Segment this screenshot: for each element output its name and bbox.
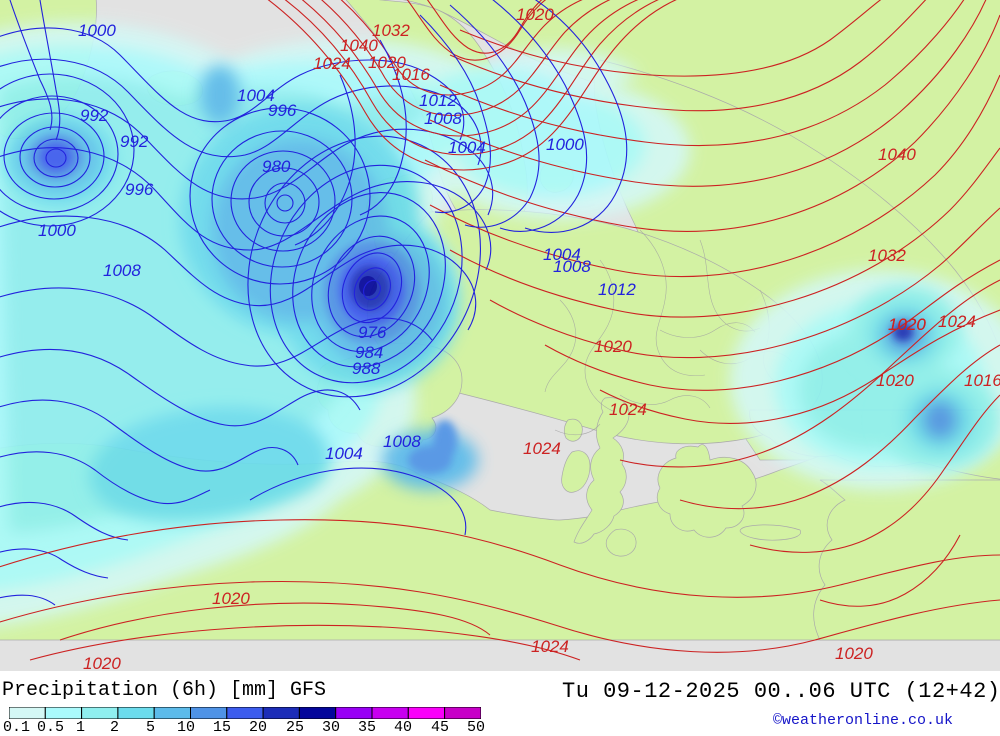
svg-text:1008: 1008: [103, 261, 141, 280]
svg-text:1020: 1020: [594, 337, 632, 356]
svg-text:996: 996: [125, 180, 154, 199]
svg-text:1008: 1008: [553, 257, 591, 276]
svg-text:1024: 1024: [523, 439, 561, 458]
svg-text:1024: 1024: [938, 312, 976, 331]
svg-text:1024: 1024: [609, 400, 647, 419]
svg-text:1020: 1020: [368, 53, 406, 72]
svg-text:1012: 1012: [419, 91, 457, 110]
svg-text:976: 976: [358, 323, 387, 342]
svg-text:1012: 1012: [598, 280, 636, 299]
svg-text:1000: 1000: [78, 21, 116, 40]
svg-text:1040: 1040: [340, 36, 378, 55]
svg-text:1024: 1024: [531, 637, 569, 656]
svg-text:1020: 1020: [876, 371, 914, 390]
svg-text:1020: 1020: [83, 654, 121, 671]
svg-text:988: 988: [352, 359, 381, 378]
svg-text:1020: 1020: [835, 644, 873, 663]
svg-text:1020: 1020: [888, 315, 926, 334]
svg-text:1020: 1020: [212, 589, 250, 608]
svg-text:1008: 1008: [383, 432, 421, 451]
svg-text:996: 996: [268, 101, 297, 120]
svg-text:1020: 1020: [516, 5, 554, 24]
svg-text:1040: 1040: [878, 145, 916, 164]
svg-text:1004: 1004: [448, 138, 486, 157]
svg-text:1008: 1008: [424, 109, 462, 128]
svg-text:1032: 1032: [868, 246, 906, 265]
svg-text:1000: 1000: [546, 135, 584, 154]
svg-text:1004: 1004: [325, 444, 363, 463]
svg-text:1016: 1016: [964, 371, 1000, 390]
svg-text:1000: 1000: [38, 221, 76, 240]
svg-text:992: 992: [120, 132, 149, 151]
svg-text:980: 980: [262, 157, 291, 176]
svg-text:992: 992: [80, 106, 109, 125]
svg-text:1024: 1024: [313, 54, 351, 73]
